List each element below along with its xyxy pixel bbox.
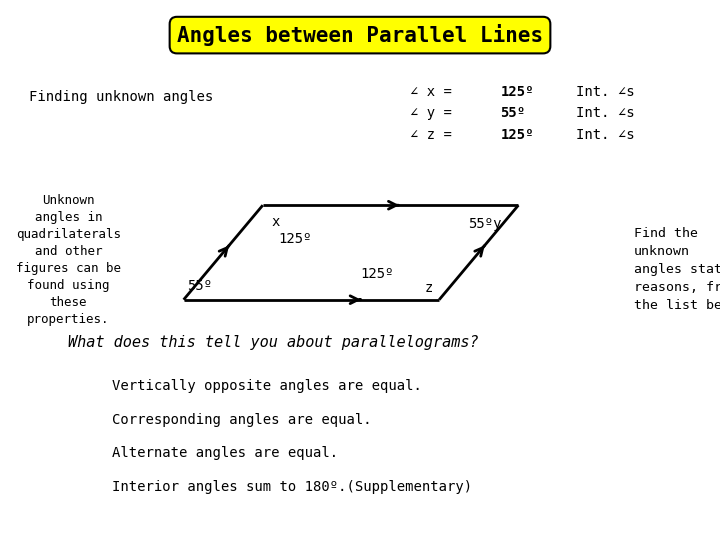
Text: z: z [425,281,433,295]
Text: What does this tell you about parallelograms?: What does this tell you about parallelog… [68,335,479,350]
Text: ∠ x =: ∠ x = [410,85,452,99]
Text: Int. ∠s: Int. ∠s [576,128,634,142]
Text: 55º: 55º [187,279,212,293]
Text: Int. ∠s: Int. ∠s [576,85,634,99]
Text: Alternate angles are equal.: Alternate angles are equal. [112,446,338,460]
Text: 55º: 55º [500,106,526,120]
Text: Int. ∠s: Int. ∠s [576,106,634,120]
Text: 125º: 125º [360,267,394,281]
Text: Angles between Parallel Lines: Angles between Parallel Lines [177,24,543,46]
Text: Vertically opposite angles are equal.: Vertically opposite angles are equal. [112,379,421,393]
Text: 125º: 125º [279,232,312,246]
Text: x: x [271,215,280,229]
Text: 125º: 125º [500,85,534,99]
Text: Find the
unknown
angles stating
reasons, from
the list below.: Find the unknown angles stating reasons,… [634,227,720,312]
Text: ∠ y =: ∠ y = [410,106,452,120]
Text: 55ºy: 55ºy [468,217,502,231]
Text: Finding unknown angles: Finding unknown angles [29,90,213,104]
Text: Corresponding angles are equal.: Corresponding angles are equal. [112,413,372,427]
Text: ∠ z =: ∠ z = [410,128,452,142]
Text: Interior angles sum to 180º.(Supplementary): Interior angles sum to 180º.(Supplementa… [112,480,472,494]
Text: 125º: 125º [500,128,534,142]
Text: Unknown
angles in
quadrilaterals
and other
figures can be
found using
these
prop: Unknown angles in quadrilaterals and oth… [16,194,121,326]
